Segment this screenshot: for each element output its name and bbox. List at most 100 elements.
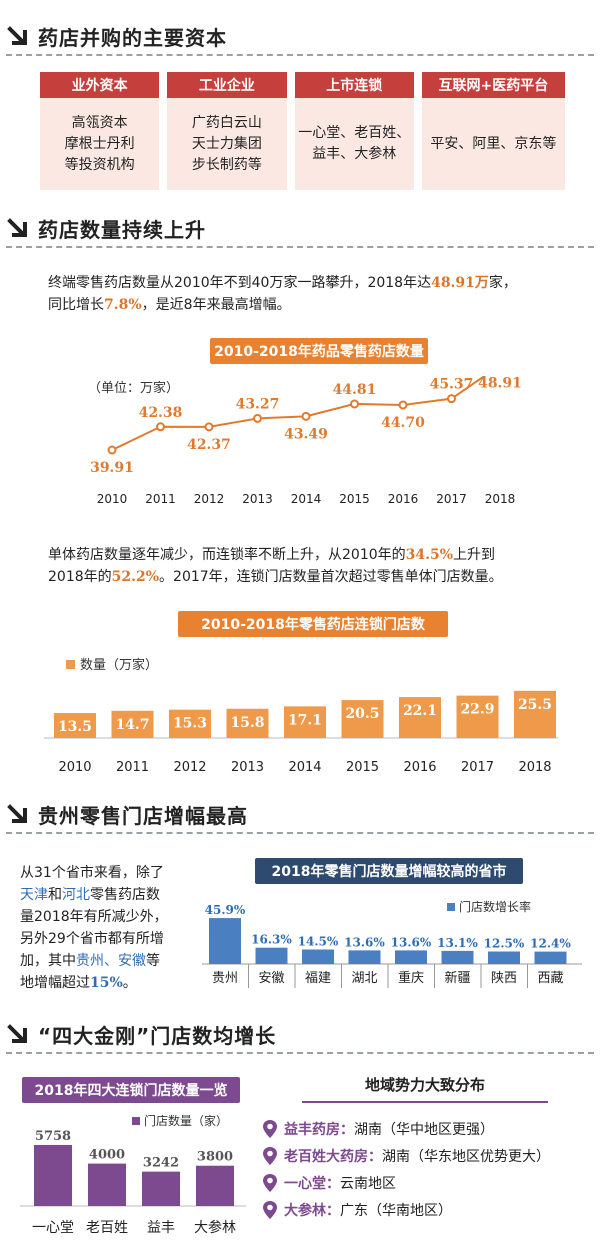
arrow-down-right-icon <box>7 218 27 237</box>
card-line: 摩根士丹利 <box>64 135 135 152</box>
data-label: 42.38 <box>139 405 183 421</box>
region-item-name: 大参林： <box>284 1202 340 1219</box>
legend-label: 门店数增长率 <box>459 899 531 914</box>
data-point <box>301 411 311 421</box>
card-head: 业外资本 <box>40 72 160 98</box>
map-pin-icon <box>263 1119 277 1138</box>
paragraph-chain-rate: 单体药店数量逐年减少，而连锁率不断上升，从2010年的34.5%上升到 2018… <box>48 547 503 585</box>
bar <box>514 690 556 738</box>
data-label: 14.7 <box>115 717 149 733</box>
divider <box>6 832 594 834</box>
region-item: 大参林： 广东（华南地区） <box>262 1196 588 1223</box>
card-head: 上市连锁 <box>294 72 414 98</box>
divider <box>6 246 594 248</box>
data-point <box>398 400 408 410</box>
bar <box>348 950 381 964</box>
tick-label: 福建 <box>305 971 331 986</box>
region-item: 一心堂： 云南地区 <box>262 1169 588 1196</box>
data-label: 20.5 <box>345 706 379 722</box>
tick-label: 湖北 <box>351 971 377 986</box>
tick-label: 2013 <box>242 492 273 506</box>
map-pin-icon <box>263 1146 277 1165</box>
tick-label: 2016 <box>403 760 436 775</box>
region-item: 老百姓大药房： 湖南（华东地区优势更大） <box>262 1142 588 1169</box>
tick-label: 2016 <box>388 492 419 506</box>
unit-label: （单位：万家） <box>88 380 179 396</box>
data-label: 44.70 <box>381 415 425 431</box>
capital-card: 业外资本 高瓴资本 摩根士丹利 等投资机构 <box>40 72 160 190</box>
bar <box>111 710 154 738</box>
card-line: 平安、阿里、京东等 <box>430 135 557 152</box>
tick-label: 陕西 <box>491 971 517 986</box>
legend-swatch <box>66 660 75 669</box>
data-label: 45.9% <box>205 903 246 917</box>
capital-cards: 业外资本 高瓴资本 摩根士丹利 等投资机构 工业企业 广药白云山 天士力集团 步… <box>40 72 565 190</box>
bar <box>399 697 441 738</box>
region-item-region: 广东（华南地区） <box>340 1202 452 1219</box>
data-label: 14.5% <box>298 935 339 949</box>
tick-label: 2013 <box>231 760 264 775</box>
capital-card: 工业企业 广药白云山 天士力集团 步长制药等 <box>167 72 287 190</box>
tick-label: 2010 <box>97 492 128 506</box>
bar <box>534 951 567 964</box>
chain-bar-chart: 数量（万家） 13.5 2010 14.7 2011 15.3 2012 15.8 2013 1… <box>44 657 558 775</box>
card-head: 工业企业 <box>167 72 287 98</box>
section-title-text: 贵州零售门店增幅最高 <box>38 803 248 828</box>
chart-title-badge: 2010-2018年药品零售药店数量 <box>210 338 428 364</box>
data-point <box>350 399 359 409</box>
region-item-name: 老百姓大药房： <box>284 1148 382 1165</box>
arrow-down-right-icon <box>7 26 27 45</box>
data-point <box>107 445 117 455</box>
region-item-name: 一心堂： <box>284 1175 340 1192</box>
tick-label: 2018 <box>518 760 551 775</box>
bar <box>395 950 427 964</box>
tick-label: 2014 <box>288 760 321 775</box>
chart-title-badge: 2018年零售门店数量增幅较高的省市 <box>255 858 523 884</box>
legend-swatch <box>132 1117 140 1125</box>
region-panel: 地域势力大致分布 益丰药房： 湖南（华中地区更强） 老百姓大药房： 湖南（华东地区优势… <box>262 1074 588 1223</box>
region-item: 益丰药房： 湖南（华中地区更强） <box>262 1115 588 1142</box>
tick-label: 安徽 <box>258 971 284 986</box>
bar <box>302 949 334 964</box>
arrow-down-right-icon <box>7 804 27 823</box>
section-title-capital: 药店并购的主要资本 <box>6 20 594 56</box>
line-chart: （单位：万家） 39.91 2010 42.38 2011 42.37 2012 43.27… <box>88 376 522 506</box>
arrow-down-right-icon <box>7 1024 27 1043</box>
bar <box>284 706 326 738</box>
bar <box>169 709 211 738</box>
tick-label: 2018 <box>485 492 516 506</box>
section-title-text: “四大金刚”门店数均增长 <box>38 1023 277 1048</box>
bar <box>34 1144 72 1206</box>
section-title-text: 药店数量持续上升 <box>38 217 206 242</box>
data-label: 39.91 <box>90 460 134 476</box>
data-label: 25.5 <box>518 697 552 713</box>
chart-title-badge: 2010-2018年零售药店连锁门店数 <box>178 611 448 637</box>
region-panel-title: 地域势力大致分布 <box>364 1076 485 1094</box>
data-point <box>156 422 165 432</box>
big-four-bar-chart: 门店数量（家） 5758 一心堂 4000 老百姓 3242 益丰 3800 大参林 <box>20 1113 246 1236</box>
bar <box>456 695 499 738</box>
divider <box>6 1052 594 1054</box>
data-label: 22.1 <box>403 703 437 719</box>
legend-label: 数量（万家） <box>80 657 158 673</box>
data-label: 43.27 <box>236 396 280 412</box>
card-head: 互联网+医药平台 <box>421 72 565 98</box>
tick-label: 益丰 <box>147 1220 175 1236</box>
tick-label: 2011 <box>145 492 176 506</box>
bar <box>441 950 474 964</box>
bar <box>488 951 520 964</box>
data-label: 48.91 <box>478 376 522 391</box>
data-label: 13.5 <box>58 719 92 735</box>
data-label: 16.3% <box>251 933 292 947</box>
bar <box>196 1165 234 1206</box>
data-label: 45.37 <box>430 377 474 393</box>
province-bar-chart: 门店数增长率 45.9% 贵州 16.3% 安徽 14.5% 福建 13.6% 湖北 13.6%… <box>202 899 582 988</box>
section-title-text: 药店并购的主要资本 <box>38 25 227 50</box>
data-label: 44.81 <box>333 382 377 398</box>
card-line: 天士力集团 <box>191 135 262 152</box>
tick-label: 贵州 <box>212 971 238 986</box>
tick-label: 一心堂 <box>32 1220 74 1236</box>
card-line: 广药白云山 <box>191 114 262 131</box>
tick-label: 新疆 <box>444 970 470 986</box>
tick-label: 2012 <box>173 760 206 775</box>
